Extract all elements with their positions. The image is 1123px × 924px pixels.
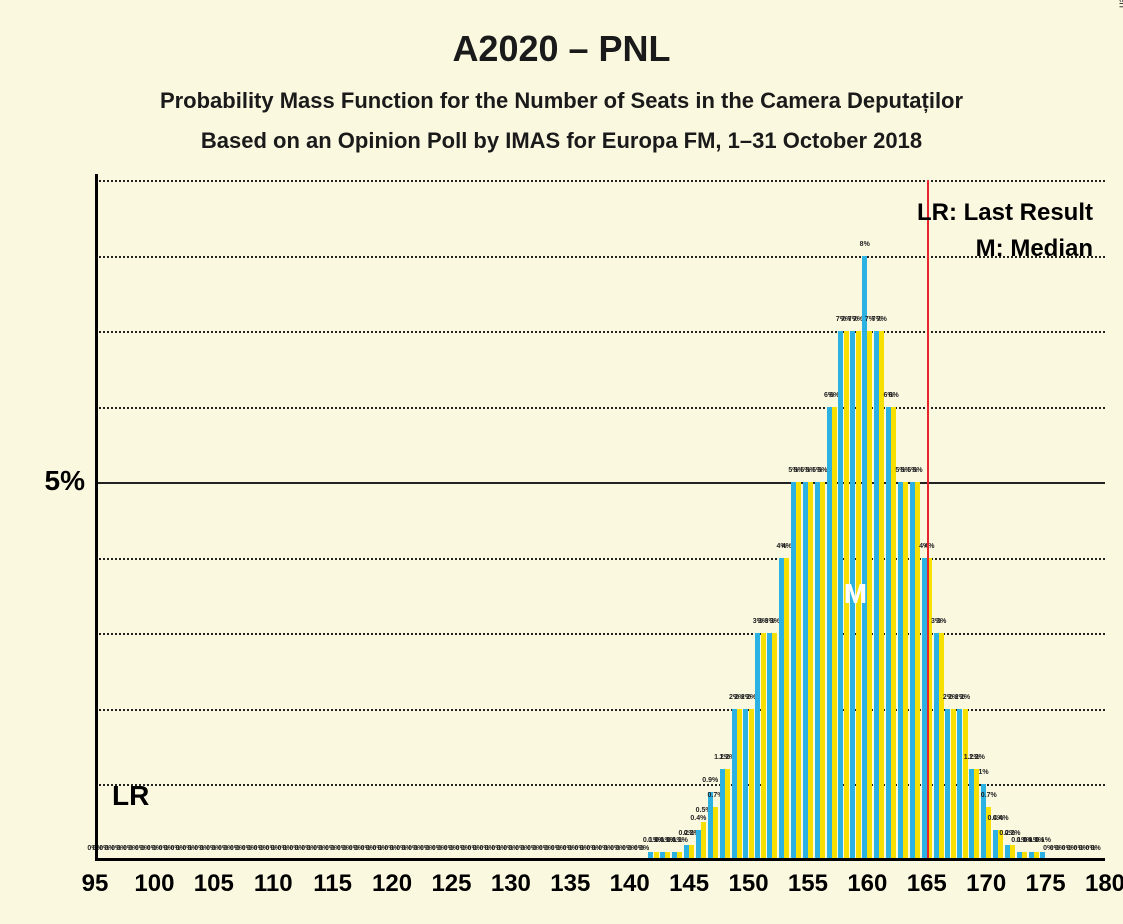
x-tick-label: 105: [194, 870, 234, 898]
bar-yellow: [796, 482, 801, 860]
bar-yellow: [808, 482, 813, 860]
x-tick-label: 95: [82, 870, 109, 898]
bar-value-label: 0.2%: [1005, 830, 1021, 837]
chart-subtitle-1: Probability Mass Function for the Number…: [0, 88, 1123, 114]
x-tick-label: 115: [313, 870, 352, 898]
bar-value-label: 6%: [889, 392, 899, 399]
bar-yellow: [713, 807, 718, 860]
bar-blue: [898, 482, 903, 860]
chart-plot-area: 0%0%0%0%0%0%0%0%0%0%0%0%0%0%0%0%0%0%0%0%…: [95, 180, 1105, 860]
x-tick-label: 125: [431, 870, 471, 898]
chart-title: A2020 – PNL: [0, 28, 1123, 70]
bar-yellow: [761, 633, 766, 860]
bar-value-label: 0.7%: [981, 792, 997, 799]
bar-yellow: [879, 331, 884, 860]
grid-line: [95, 180, 1105, 182]
bar-yellow: [832, 407, 837, 860]
x-tick-label: 145: [669, 870, 709, 898]
bar-blue: [838, 331, 843, 860]
y-axis: [95, 174, 98, 860]
bar-yellow: [974, 769, 979, 860]
x-tick-label: 110: [254, 870, 293, 898]
bar-blue: [993, 830, 998, 860]
bar-blue: [815, 482, 820, 860]
grid-line: [95, 407, 1105, 409]
x-axis-labels: 9510010511011512012513013514014515015516…: [95, 866, 1105, 906]
grid-line: [95, 558, 1105, 560]
bar-yellow: [820, 482, 825, 860]
bar-yellow: [784, 558, 789, 860]
x-tick-label: 130: [491, 870, 531, 898]
bar-blue: [767, 633, 772, 860]
bar-blue: [696, 830, 701, 860]
chart-legend: LR: Last Result M: Median: [917, 195, 1093, 267]
x-tick-label: 120: [372, 870, 412, 898]
bar-value-label: 0.1%: [672, 837, 688, 844]
legend-last-result: LR: Last Result: [917, 195, 1093, 231]
bar-yellow: [772, 633, 777, 860]
grid-line: [95, 331, 1105, 333]
median-label: M: [844, 578, 867, 610]
legend-median: M: Median: [917, 231, 1093, 267]
bar-value-label: 8%: [860, 241, 870, 248]
bar-value-label: 0.9%: [702, 777, 718, 784]
x-tick-label: 155: [788, 870, 828, 898]
bar-value-label: 2%: [960, 694, 970, 701]
bar-blue: [969, 769, 974, 860]
y-axis-tick-label: 5%: [20, 465, 85, 497]
bar-yellow: [891, 407, 896, 860]
bar-value-label: 0%: [1091, 845, 1101, 852]
bar-yellow: [867, 331, 872, 860]
bar-yellow: [903, 482, 908, 860]
bar-value-label: 1.2%: [969, 754, 985, 761]
bar-blue: [910, 482, 915, 860]
x-tick-label: 180: [1085, 870, 1123, 898]
x-tick-label: 160: [847, 870, 887, 898]
x-tick-label: 170: [966, 870, 1006, 898]
grid-line: [95, 482, 1105, 484]
x-tick-label: 135: [550, 870, 590, 898]
bar-value-label: 1%: [978, 769, 988, 776]
bar-blue: [720, 769, 725, 860]
x-tick-label: 150: [728, 870, 768, 898]
last-result-line: [927, 180, 929, 860]
bar-blue: [743, 709, 748, 860]
bar-value-label: 3%: [936, 618, 946, 625]
bar-value-label: 0.4%: [993, 815, 1009, 822]
bar-value-label: 5%: [912, 467, 922, 474]
x-tick-label: 140: [610, 870, 650, 898]
grid-line: [95, 633, 1105, 635]
chart-subtitle-2: Based on an Opinion Poll by IMAS for Eur…: [0, 128, 1123, 154]
bar-blue: [732, 709, 737, 860]
last-result-label: LR: [112, 780, 149, 812]
bar-yellow: [737, 709, 742, 860]
bar-yellow: [701, 822, 706, 860]
bar-value-label: 0.4%: [690, 815, 706, 822]
x-tick-label: 100: [134, 870, 174, 898]
bar-blue: [945, 709, 950, 860]
bar-value-label: 0%: [639, 845, 649, 852]
bar-yellow: [963, 709, 968, 860]
bar-value-label: 7%: [877, 316, 887, 323]
bar-yellow: [939, 633, 944, 860]
bar-blue: [862, 256, 867, 860]
bar-blue: [791, 482, 796, 860]
copyright-text: © 2020 Filip van Laenen: [1117, 0, 1123, 8]
bar-yellow: [915, 482, 920, 860]
bar-yellow: [725, 769, 730, 860]
x-axis: [95, 858, 1105, 861]
bar-yellow: [951, 709, 956, 860]
bar-yellow: [749, 709, 754, 860]
x-tick-label: 175: [1026, 870, 1066, 898]
x-tick-label: 165: [907, 870, 947, 898]
bar-blue: [886, 407, 891, 860]
bar-value-label: 0.1%: [1035, 837, 1051, 844]
bar-blue: [934, 633, 939, 860]
bar-blue: [708, 792, 713, 860]
